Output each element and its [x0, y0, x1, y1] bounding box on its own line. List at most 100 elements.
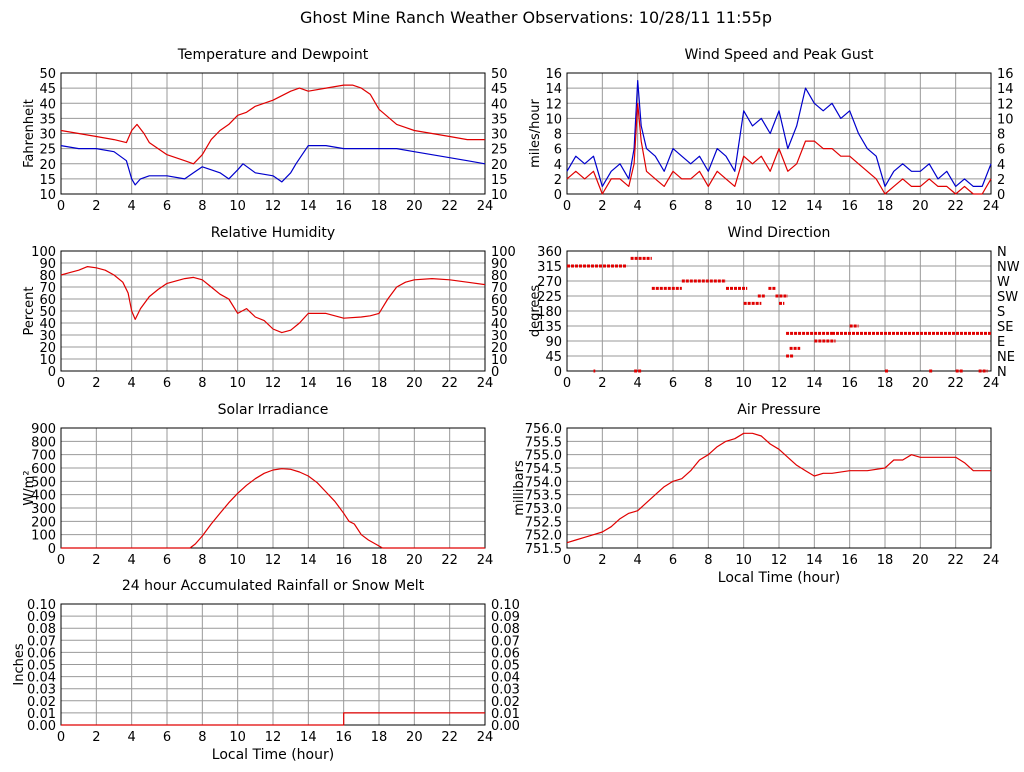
- wind-speed-ytick-label: 16: [545, 67, 562, 82]
- rainfall-xtick-label: 6: [163, 730, 171, 745]
- temperature-xtick-label: 0: [57, 199, 65, 214]
- temperature-ytick-label: 30: [39, 128, 56, 143]
- solar-ytick-label: 100: [31, 529, 56, 544]
- humidity-ytick-label: 80: [39, 269, 56, 284]
- wind-speed-ytick-label: 8: [554, 128, 562, 143]
- pressure-ytick-label: 752.0: [525, 529, 562, 544]
- wind-speed-ytick-label-right: 8: [997, 128, 1005, 143]
- humidity-ylabel: Percent: [22, 287, 37, 336]
- pressure-ytick-label: 755.5: [525, 435, 562, 450]
- rainfall-ytick-label: 0.04: [27, 671, 56, 686]
- solar-title: Solar Irradiance: [218, 402, 329, 418]
- humidity-ytick-label: 20: [39, 341, 56, 356]
- wind-speed-ytick-label-right: 2: [997, 173, 1005, 188]
- wind-direction-compass-label: N: [997, 245, 1007, 260]
- wind-speed-xtick-label: 20: [912, 199, 929, 214]
- wind-speed-ytick-label-right: 16: [997, 67, 1014, 82]
- solar-ytick-label: 200: [31, 515, 56, 530]
- wind-direction-ytick-label: 0: [554, 365, 562, 380]
- rainfall-ytick-label: 0.02: [27, 695, 56, 710]
- wind-speed-ytick-label: 4: [554, 158, 562, 173]
- wind-direction-compass-label: NW: [997, 260, 1020, 275]
- solar-xtick-label: 16: [335, 553, 352, 568]
- temperature-frame: [60, 72, 486, 195]
- temperature-title: Temperature and Dewpoint: [177, 47, 369, 63]
- wind-direction-compass-label: N: [997, 365, 1007, 380]
- wind-speed-title: Wind Speed and Peak Gust: [685, 47, 874, 63]
- humidity-ytick-label-right: 60: [491, 293, 508, 308]
- wind-speed-xtick-label: 6: [669, 199, 677, 214]
- temperature-xtick-label: 22: [441, 199, 458, 214]
- wind-speed-series-blue-line: [566, 79, 992, 187]
- humidity-xtick-label: 4: [128, 376, 136, 391]
- temperature-xtick-label: 24: [477, 199, 494, 214]
- wind-speed-xtick-label: 24: [983, 199, 1000, 214]
- humidity-ytick-label-right: 50: [491, 305, 508, 320]
- humidity-ytick-label: 10: [39, 353, 56, 368]
- humidity-xtick-label: 8: [198, 376, 206, 391]
- pressure-frame: [566, 427, 992, 549]
- pressure-series-red-line: [566, 432, 991, 544]
- humidity-ytick-label: 50: [39, 305, 56, 320]
- pressure-ytick-label: 754.5: [525, 462, 562, 477]
- humidity-title: Relative Humidity: [211, 225, 335, 241]
- wind-direction-xtick-label: 0: [563, 376, 571, 391]
- wind-direction-xtick-label: 24: [983, 376, 1000, 391]
- wind-direction-frame: [566, 250, 992, 372]
- wind-speed-xtick-label: 10: [735, 199, 752, 214]
- temperature-xtick-label: 4: [128, 199, 136, 214]
- wind-speed-ytick-label: 0: [554, 188, 562, 203]
- wind-speed-ytick-label-right: 4: [997, 158, 1005, 173]
- solar-ytick-label: 600: [31, 462, 56, 477]
- rainfall-xlabel: Local Time (hour): [212, 747, 334, 763]
- rainfall-xtick-label: 16: [335, 730, 352, 745]
- pressure-xtick-label: 12: [771, 553, 788, 568]
- rainfall-ytick-label-right: 0.02: [491, 695, 520, 710]
- wind-speed-ytick-label: 12: [545, 97, 562, 112]
- humidity-ytick-label: 60: [39, 293, 56, 308]
- solar-xtick-label: 18: [371, 553, 388, 568]
- wind-direction-ytick-label: 315: [537, 260, 562, 275]
- rainfall-xtick-label: 10: [229, 730, 246, 745]
- wind-direction-xtick-label: 12: [771, 376, 788, 391]
- temperature-xtick-label: 2: [92, 199, 100, 214]
- rainfall-ytick-label: 0.01: [27, 707, 56, 722]
- rainfall-xtick-label: 2: [92, 730, 100, 745]
- humidity-xtick-label: 24: [477, 376, 494, 391]
- solar-ytick-label: 500: [31, 475, 56, 490]
- rainfall-xtick-label: 12: [265, 730, 282, 745]
- solar-xtick-label: 8: [198, 553, 206, 568]
- humidity-ytick-label-right: 20: [491, 341, 508, 356]
- wind-direction-xtick-label: 6: [669, 376, 677, 391]
- humidity-ytick-label-right: 80: [491, 269, 508, 284]
- wind-speed-xtick-label: 8: [704, 199, 712, 214]
- solar-ytick-label: 300: [31, 502, 56, 517]
- wind-speed-xtick-label: 16: [841, 199, 858, 214]
- rainfall-xtick-label: 20: [406, 730, 423, 745]
- humidity-xtick-label: 14: [300, 376, 317, 391]
- wind-speed-series-red-line: [566, 102, 992, 195]
- solar-xtick-label: 20: [406, 553, 423, 568]
- temperature-ytick-label-right: 20: [491, 158, 508, 173]
- rainfall-xtick-label: 0: [57, 730, 65, 745]
- temperature-ytick-label: 25: [39, 143, 56, 158]
- rainfall-ytick-label-right: 0.00: [491, 719, 520, 734]
- solar-series-red-line: [61, 468, 485, 549]
- temperature-ytick-label-right: 40: [491, 97, 508, 112]
- pressure-ytick-label: 754.0: [525, 475, 562, 490]
- pressure-xtick-label: 24: [983, 553, 1000, 568]
- humidity-ytick-label: 100: [31, 245, 56, 260]
- solar-frame: [60, 427, 486, 549]
- humidity-ytick-label: 90: [39, 257, 56, 272]
- temperature-ytick-label: 20: [39, 158, 56, 173]
- page-title: Ghost Mine Ranch Weather Observations: 1…: [300, 8, 772, 27]
- solar-xtick-label: 24: [477, 553, 494, 568]
- solar-xtick-label: 22: [441, 553, 458, 568]
- humidity-xtick-label: 6: [163, 376, 171, 391]
- temperature-ytick-label-right: 25: [491, 143, 508, 158]
- pressure-xtick-label: 18: [877, 553, 894, 568]
- pressure-ytick-label: 751.5: [525, 542, 562, 557]
- rainfall-ytick-label-right: 0.05: [491, 659, 520, 674]
